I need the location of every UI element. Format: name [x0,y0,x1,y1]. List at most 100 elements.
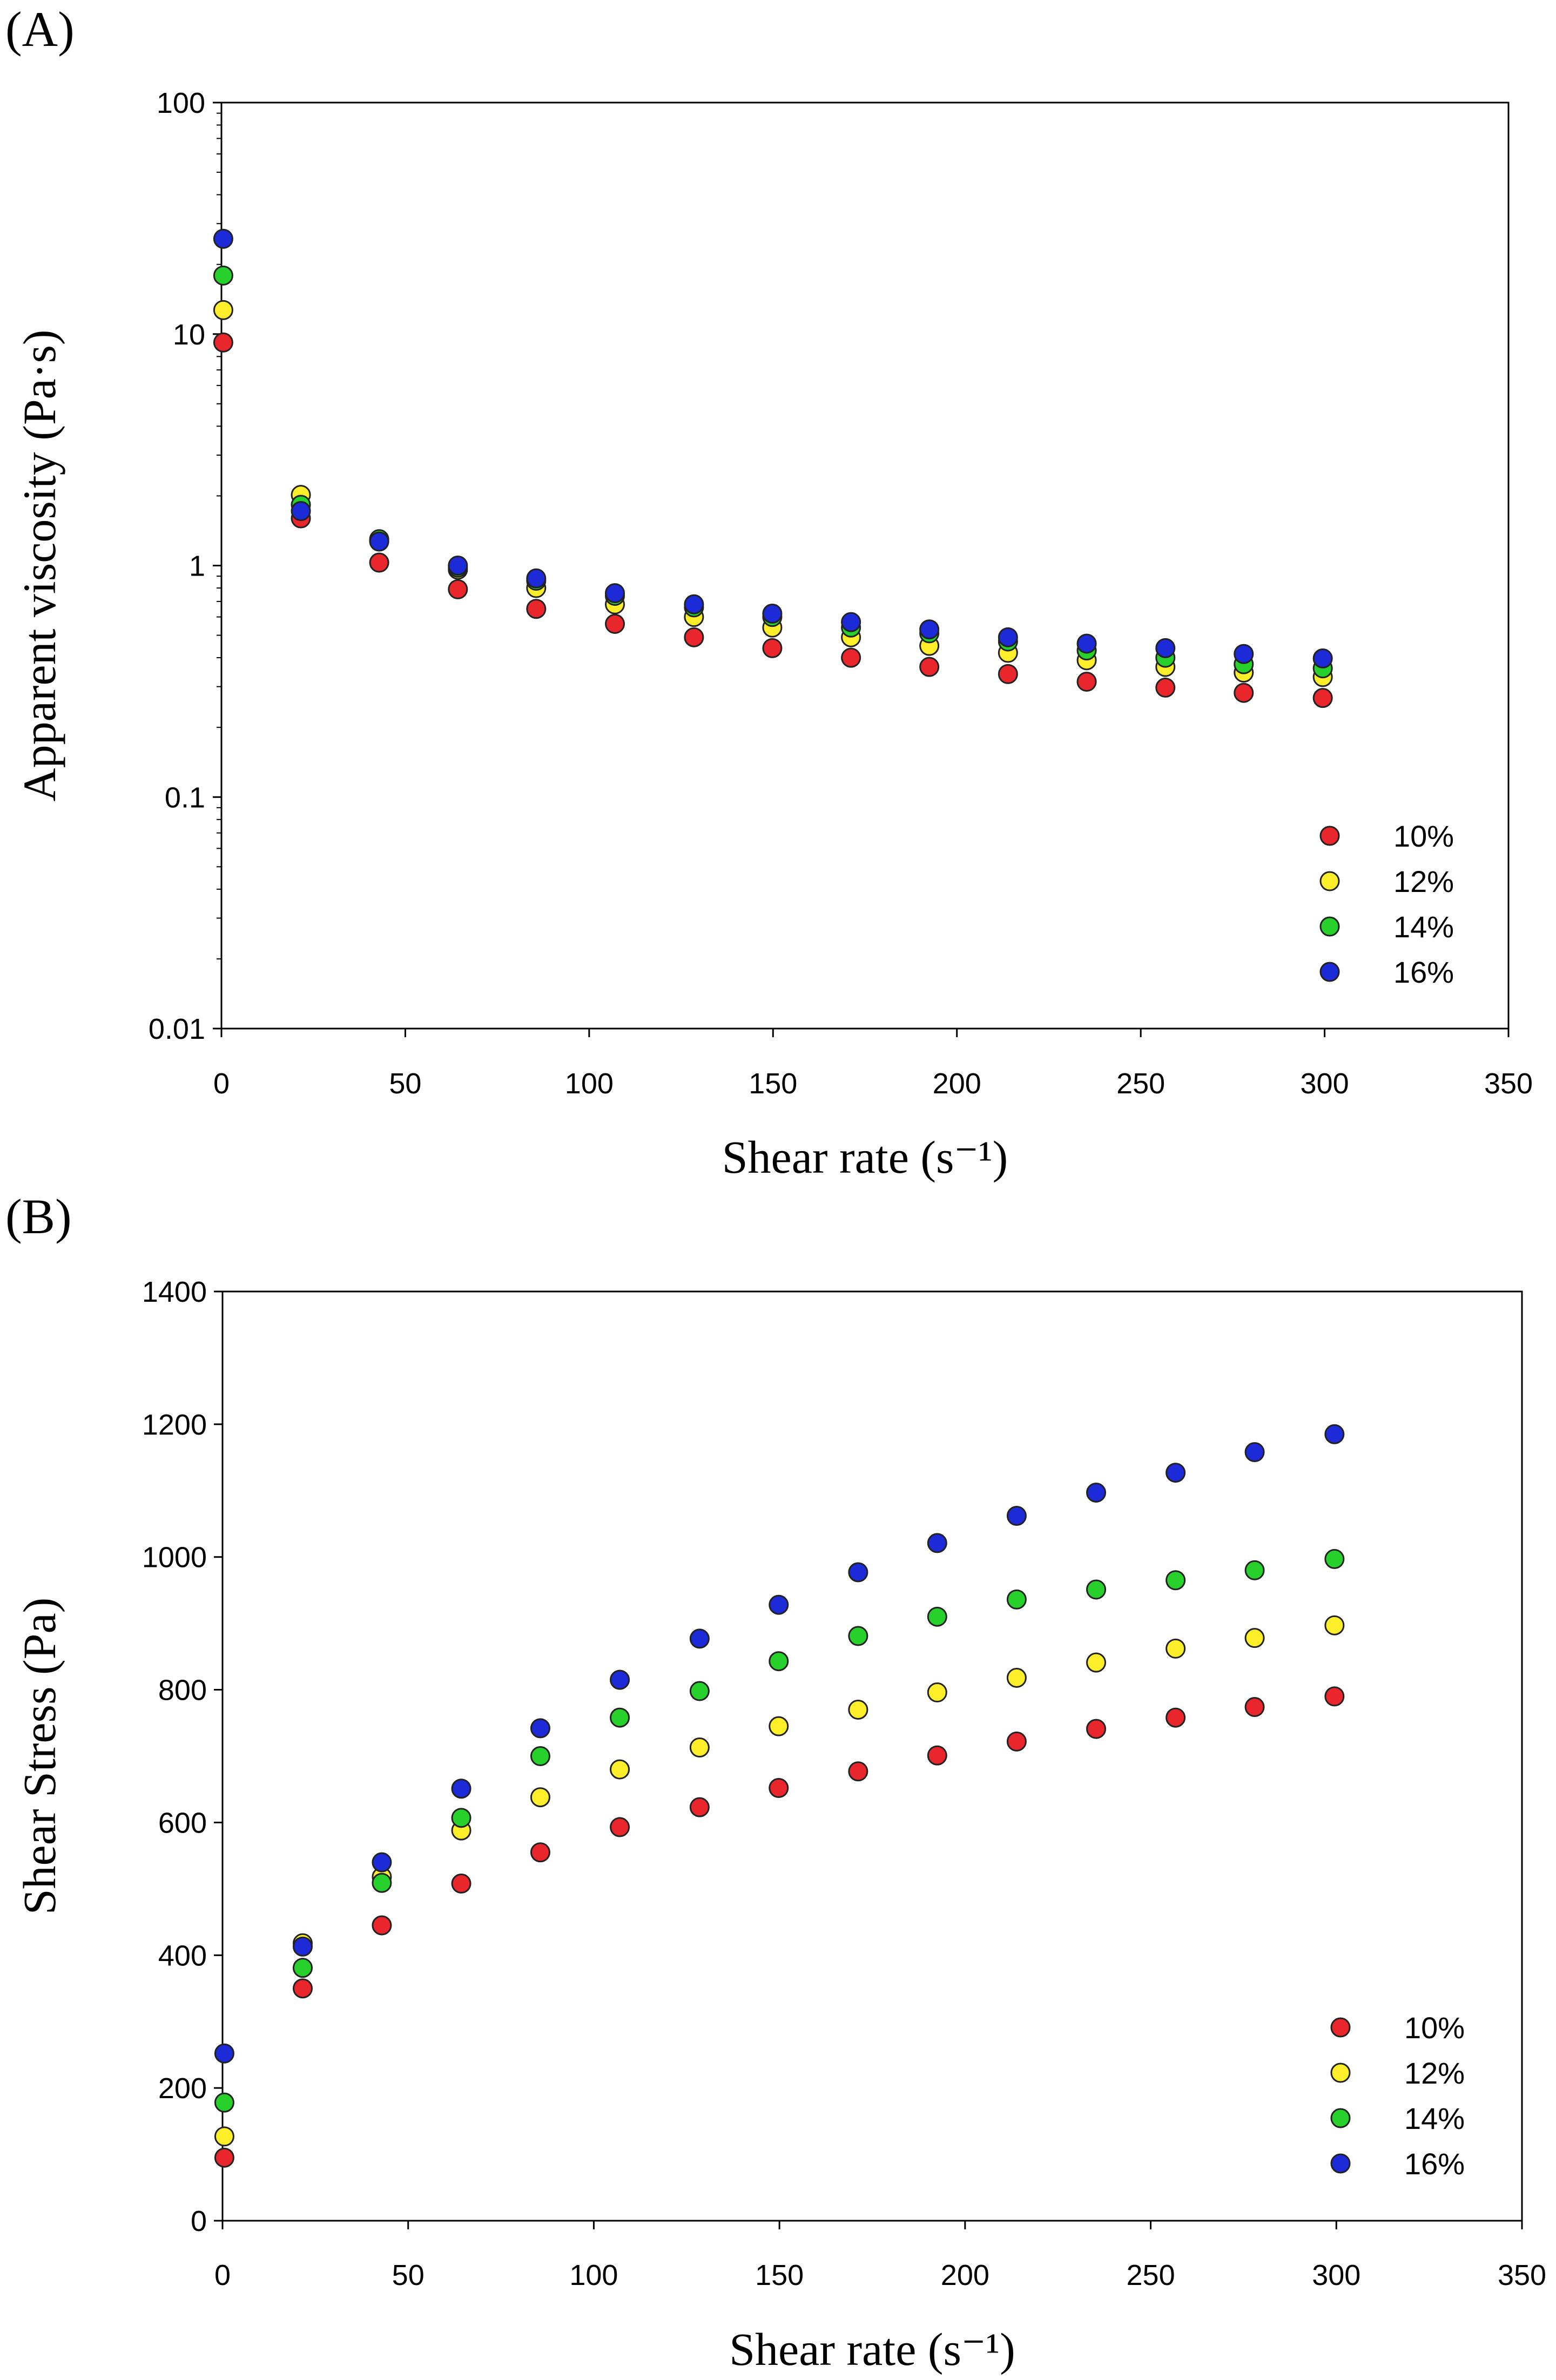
y-tick-label-a: 0.1 [165,781,205,814]
y-tick-label-b: 800 [158,1674,207,1707]
x-tick-label-b: 350 [1498,2259,1546,2291]
legend-marker [1319,826,1340,846]
y-tick-label-b: 1000 [142,1541,207,1574]
legend-marker [1330,2108,1351,2128]
data-point [1086,1482,1107,1503]
x-tick-label-b: 150 [755,2259,804,2291]
series-b-12pct [214,1615,1345,2147]
x-tick-label-a: 350 [1484,1067,1533,1100]
data-point [292,1936,313,1957]
legend-marker [1330,2017,1351,2038]
data-point [1234,682,1254,703]
data-point [372,1915,392,1936]
data-point [919,657,940,677]
data-point [927,1745,947,1766]
x-tick-label-b: 100 [569,2259,618,2291]
x-axis-title-a: Shear rate (s⁻¹) [722,1131,1008,1183]
data-point [1244,1442,1265,1462]
data-point [689,1797,710,1817]
data-point [689,1628,710,1649]
data-point [998,664,1018,684]
data-point [1244,1560,1265,1580]
data-point [292,1958,313,1978]
data-point [1086,1719,1107,1739]
data-point [769,1594,789,1615]
series-b-14pct [214,1549,1345,2113]
data-point [684,594,704,614]
data-point [848,1562,868,1583]
series-b-16pct [214,1424,1345,2064]
data-point [927,1533,947,1553]
x-tick-label-b: 200 [941,2259,989,2291]
data-point [762,638,783,658]
data-point [372,1872,392,1893]
data-point [1166,1463,1186,1483]
x-tick-label-b: 0 [214,2259,231,2291]
data-point [927,1606,947,1627]
data-point [1006,1589,1027,1610]
data-point [448,579,468,599]
x-tick-label-a: 100 [565,1067,614,1100]
data-point [530,1746,550,1766]
y-tick-label-b: 1200 [142,1409,207,1441]
data-point [841,647,861,668]
data-point [1155,678,1176,698]
data-point [769,1651,789,1672]
data-point [610,1817,630,1837]
data-point [1086,1652,1107,1673]
legend-marker [1319,871,1340,891]
data-point [610,1759,630,1780]
legend-marker [1330,2153,1351,2174]
panel-a-viscosity-chart: (A) 0 50 100 150 200 250 300 350 0.01 0.1 1 10 100 She… [5,2,1533,1183]
data-point [998,627,1018,647]
data-point [841,612,861,632]
data-point [292,1978,313,1999]
legend-label: 10% [1404,2011,1465,2045]
y-tick-label-a: 10 [173,319,205,351]
y-tick-label-a: 1 [189,550,205,583]
panel-label-b: (B) [5,1189,72,1244]
y-tick-label-b: 0 [191,2205,207,2237]
data-point [372,1852,392,1872]
legend-label: 12% [1404,2056,1465,2090]
data-point [927,1682,947,1702]
data-point [451,1874,471,1894]
data-point [213,332,233,353]
data-point [848,1761,868,1782]
y-tick-label-b: 600 [158,1807,207,1839]
legend-marker [1319,962,1340,982]
x-tick-label-a: 0 [213,1067,230,1100]
plot-frame-b [221,1290,1523,2222]
data-point [1234,644,1254,664]
data-point [530,1718,550,1739]
x-axis-title-b: Shear rate (s⁻¹) [729,2323,1015,2375]
data-point [213,228,233,249]
data-point [214,2043,234,2064]
data-point [530,1842,550,1863]
data-point [1166,1570,1186,1591]
panel-label-a: (A) [5,2,75,57]
data-point [1076,672,1097,692]
x-tick-label-a: 300 [1301,1067,1349,1100]
legend-b: 10% 12% 14% 16% [1330,2011,1465,2181]
data-point [291,501,311,522]
y-tick-label-b: 1400 [142,1276,207,1308]
data-point [848,1626,868,1646]
series-a-10pct [213,332,1333,708]
data-point [451,1779,471,1799]
data-point [1076,633,1097,654]
legend-label: 14% [1404,2101,1465,2135]
data-point [1166,1638,1186,1659]
legend-marker [1330,2063,1351,2083]
data-point [848,1699,868,1720]
data-point [1006,1505,1027,1526]
data-point [451,1808,471,1828]
data-point [1155,638,1176,658]
y-tick-label-b: 400 [158,1939,207,1972]
data-point [689,1681,710,1701]
x-tick-label-a: 250 [1116,1067,1165,1100]
data-point [214,2147,234,2168]
data-point [762,604,783,624]
legend-label: 10% [1393,819,1454,853]
data-point [1244,1628,1265,1648]
